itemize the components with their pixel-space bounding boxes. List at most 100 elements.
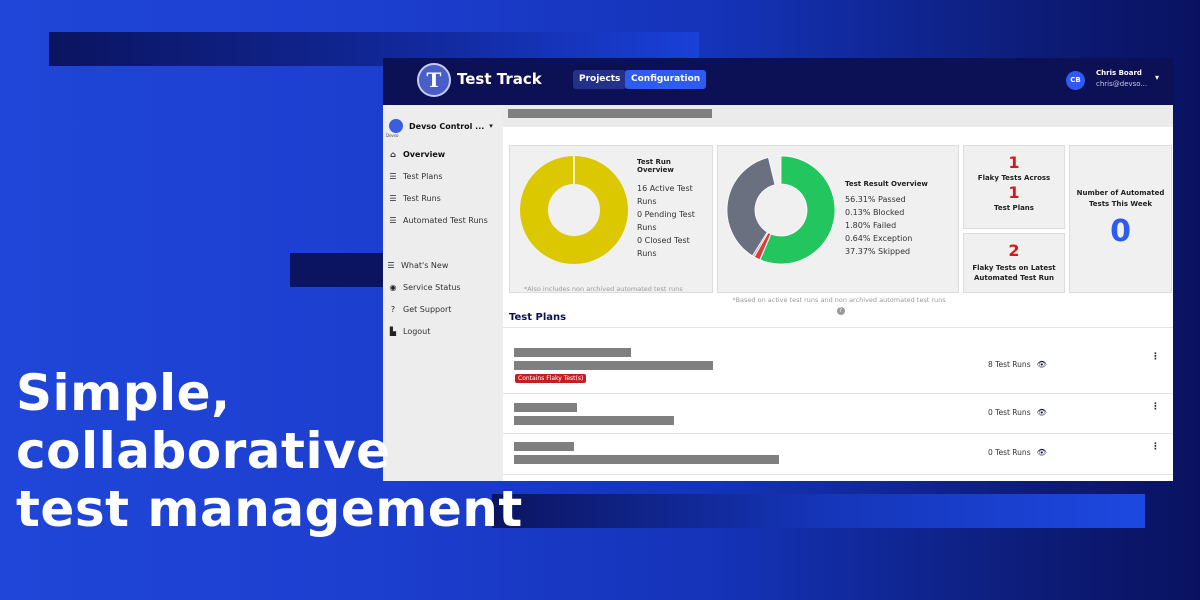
sidebar-item-label: What's New [401,261,449,270]
active-runs-text: 16 Active Test Runs [637,184,693,206]
eye-icon[interactable]: 👁 [1036,360,1047,369]
app-logo-icon[interactable] [417,63,451,97]
decorative-stripe-middle [290,253,390,287]
donut-slice-skipped[interactable] [726,157,776,257]
sidebar-item-label: Service Status [403,283,461,292]
main-content: Test Run Overview 16 Active Test Runs 0 … [503,105,1173,481]
headline-line: collaborative [16,422,391,480]
automated-week-label: Number of Automated Tests This Week [1076,189,1165,208]
flaky-latest-label: Flaky Tests on Latest Automated Test Run [972,264,1056,282]
sidebar-item-label: Overview [403,150,446,159]
test-plan-row[interactable]: Contains Flaky Test(s) 8 Test Runs 👁 ⋮ [503,327,1173,393]
flaky-across-count: 1 [1008,153,1020,172]
flaky-across-card: 1 Flaky Tests Across 1 Test Plans [963,145,1065,229]
list-icon: ☰ [389,216,397,225]
sidebar-item-automated-test-runs[interactable]: ☰ Automated Test Runs [387,216,488,225]
redacted-text [514,348,631,357]
eye-icon[interactable]: 👁 [1036,408,1047,417]
org-selector[interactable]: Devso Control ... ▾ [386,119,493,138]
flaky-plans-label: Test Plans [994,204,1034,212]
nav-projects-button[interactable]: Projects [573,70,627,89]
flaky-latest-card: 2 Flaky Tests on Latest Automated Test R… [963,233,1065,293]
app-title[interactable]: Test Track [457,70,542,88]
card-footnote: *Also includes non archived automated te… [524,285,683,293]
test-plan-row[interactable]: 0 Test Runs 👁 ⋮ [503,393,1173,433]
test-result-overview-card: Test Result Overview 56.31% Passed 0.13%… [717,145,959,293]
user-email: chris@devso... [1096,80,1148,88]
sidebar-item-label: Test Runs [403,194,441,203]
home-icon: ⌂ [390,150,396,159]
sidebar-item-logout[interactable]: ▙ Logout [387,327,430,336]
sidebar: Devso Control ... ▾ ⌂ Overview ☰ Test Pl… [383,105,503,481]
sidebar-item-label: Test Plans [403,172,443,181]
redacted-text [514,403,577,412]
org-logo-icon [386,119,403,138]
marketing-headline: Simple, collaborative test management [16,364,523,538]
card-title: Test Run Overview [637,158,674,174]
list-icon: ☰ [387,261,395,270]
chevron-down-icon[interactable]: ▾ [1155,73,1160,82]
automated-tests-week-card: Number of Automated Tests This Week 0 [1069,145,1172,293]
sidebar-item-label: Logout [403,327,431,336]
test-runs-count-text: 8 Test Runs [988,360,1031,369]
help-icon[interactable]: ? [836,307,845,315]
sidebar-item-service-status[interactable]: ◉ Service Status [387,283,461,292]
more-options-icon[interactable]: ⋮ [1151,352,1160,362]
flaky-badge: Contains Flaky Test(s) [515,374,587,383]
sidebar-item-get-support[interactable]: ? Get Support [387,305,452,314]
test-plan-row[interactable]: 0 Test Runs 👁 ⋮ [503,433,1173,475]
flaky-plans-count: 1 [1008,183,1020,202]
card-title: Test Result Overview [845,180,928,188]
eye-icon[interactable]: 👁 [1036,448,1047,457]
sidebar-item-test-plans[interactable]: ☰ Test Plans [387,172,442,181]
skipped-text: 37.37% Skipped [845,247,911,256]
test-run-donut [520,156,628,264]
flaky-across-label: Flaky Tests Across [977,174,1051,182]
top-navbar: Test Track Projects Configuration CB Chr… [383,58,1173,105]
test-result-donut [726,155,836,265]
more-options-icon[interactable]: ⋮ [1151,442,1160,452]
org-name: Devso Control ... [409,121,485,131]
avatar[interactable]: CB [1066,71,1085,90]
automated-week-count: 0 [1110,214,1131,249]
list-icon: ☰ [389,172,397,181]
redacted-text [508,109,712,118]
test-runs-count-text: 0 Test Runs [988,408,1031,417]
redacted-text [514,455,779,464]
more-options-icon[interactable]: ⋮ [1151,402,1160,412]
breadcrumb [503,105,1173,127]
pending-runs-text: 0 Pending Test Runs [637,210,695,232]
broadcast-icon: ◉ [389,283,397,292]
chevron-down-icon: ▾ [489,122,493,130]
test-runs-count-text: 0 Test Runs [988,448,1031,457]
test-run-overview-card: Test Run Overview 16 Active Test Runs 0 … [509,145,713,293]
donut-slice-passed[interactable] [759,155,836,265]
user-name[interactable]: Chris Board [1096,69,1142,77]
headline-line: test management [16,480,523,538]
test-plans-heading: Test Plans [509,312,567,323]
sidebar-item-whats-new[interactable]: ☰ What's New [385,261,448,270]
test-runs-count: 8 Test Runs 👁 [988,360,1047,369]
sidebar-item-test-runs[interactable]: ☰ Test Runs [387,194,441,203]
test-runs-count: 0 Test Runs 👁 [988,448,1047,457]
sidebar-item-label: Automated Test Runs [403,216,488,225]
failed-text: 1.80% Failed [845,221,897,230]
passed-text: 56.31% Passed [845,195,906,204]
redacted-text [514,442,574,451]
list-icon: ☰ [389,194,397,203]
flaky-latest-count: 2 [1008,241,1020,260]
door-icon: ▙ [389,327,397,336]
app-window: Test Track Projects Configuration CB Chr… [383,58,1173,481]
headline-line: Simple, [16,364,231,422]
test-runs-count: 0 Test Runs 👁 [988,408,1047,417]
exception-text: 0.64% Exception [845,234,913,243]
question-icon: ? [390,305,396,314]
result-footnote-text: *Based on active test runs and non archi… [732,296,946,304]
result-footnote: *Based on active test runs and non archi… [729,295,949,315]
redacted-text [514,416,674,425]
sidebar-item-overview[interactable]: ⌂ Overview [387,150,445,159]
nav-configuration-button[interactable]: Configuration [625,70,707,89]
sidebar-item-label: Get Support [403,305,452,314]
closed-runs-text: 0 Closed Test Runs [637,236,690,258]
blocked-text: 0.13% Blocked [845,208,905,217]
